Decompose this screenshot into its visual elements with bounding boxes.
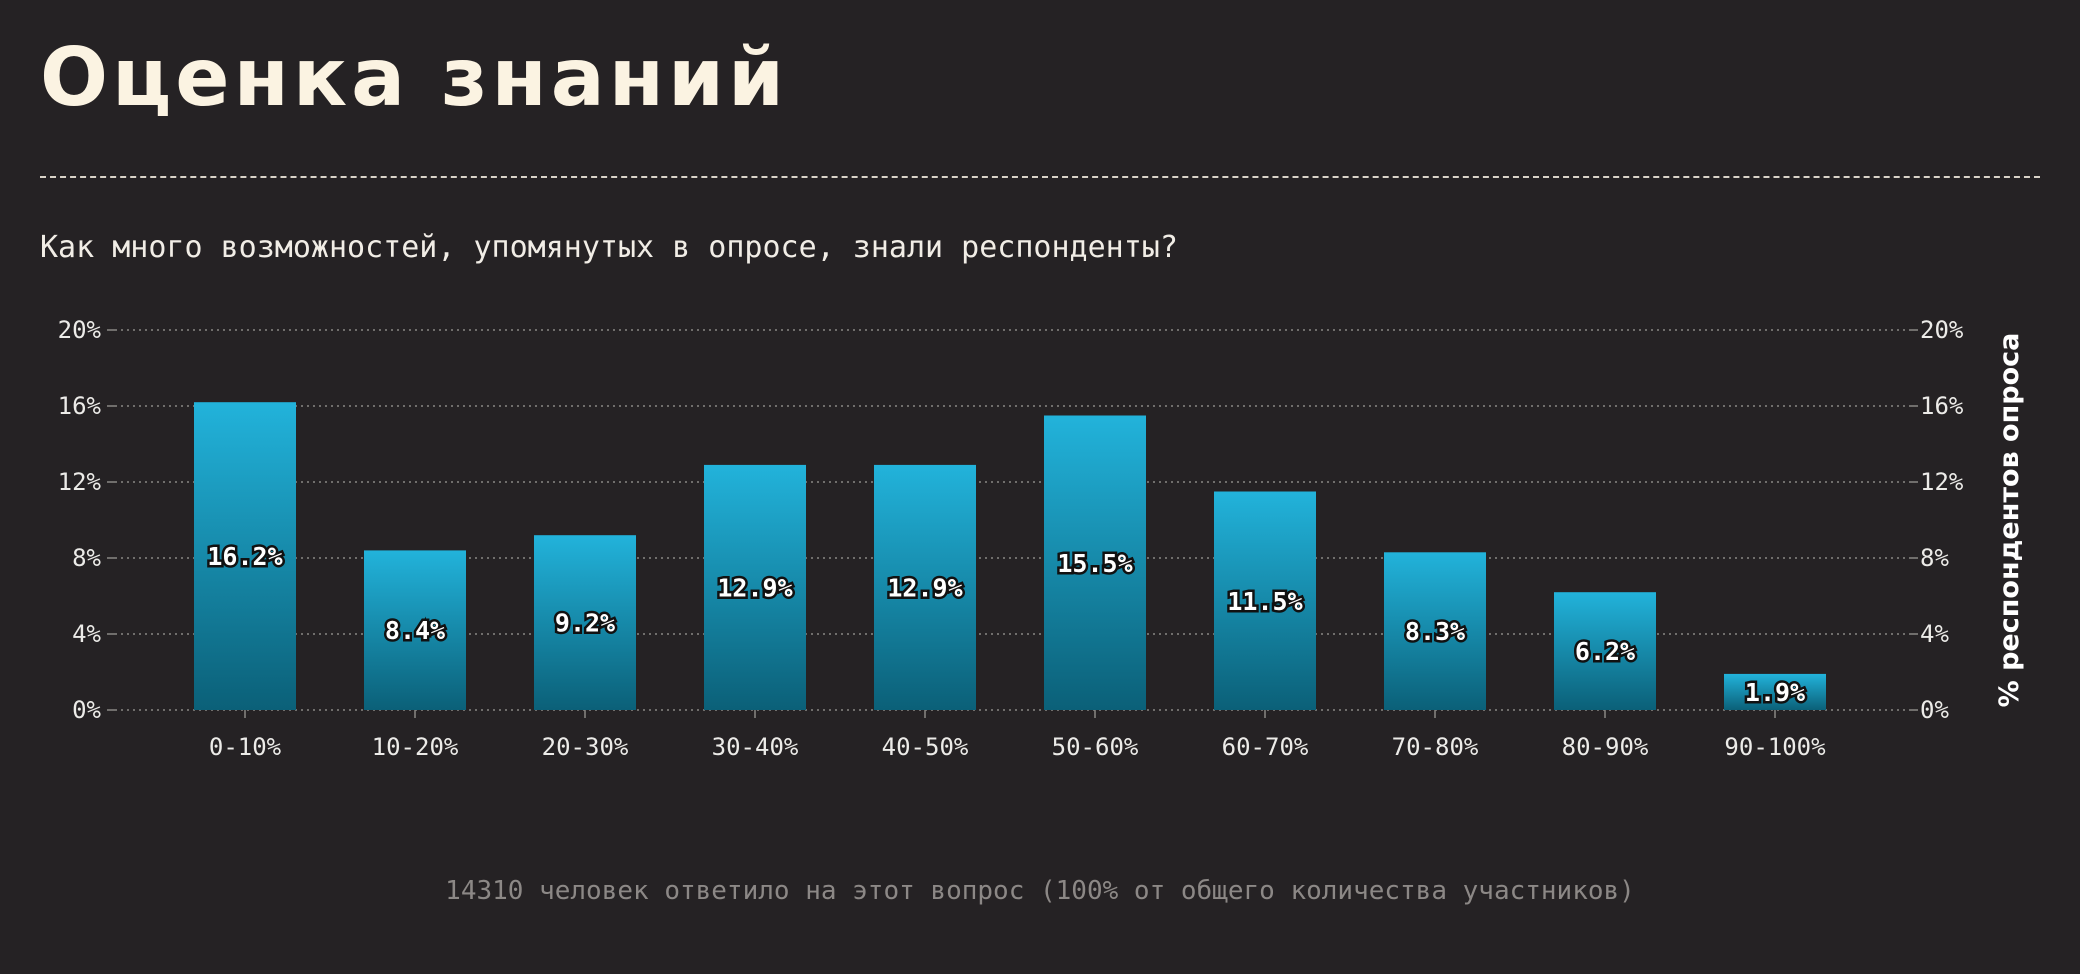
bar — [1384, 552, 1486, 710]
bar — [1554, 592, 1656, 710]
category-label: 10-20% — [372, 733, 459, 761]
bar — [1044, 415, 1146, 710]
axes: 0% 0% 4% 4% 8% 8% 12% 12% 16% 16% 20% 20% 0-10% 10-20… — [58, 316, 1964, 761]
bar — [1214, 491, 1316, 710]
page-title: Оценка знаний — [40, 31, 789, 124]
bar-value-label: 12.9% — [717, 573, 792, 602]
category-label: 80-90% — [1562, 733, 1649, 761]
right-tick-label: 20% — [1920, 316, 1964, 344]
bar — [874, 464, 976, 710]
bar-value-label: 12.9% — [887, 573, 962, 602]
category-label: 20-30% — [542, 733, 629, 761]
right-tick-label: 0% — [1920, 696, 1949, 724]
bar-value-label: 16.2% — [207, 542, 282, 571]
category-label: 60-70% — [1222, 733, 1309, 761]
left-tick-label: 16% — [58, 392, 102, 420]
bars — [194, 402, 1826, 710]
right-tick-label: 12% — [1920, 468, 1964, 496]
right-tick-label: 8% — [1920, 544, 1949, 572]
chart-subtitle: Как много возможностей, упомянутых в опр… — [40, 230, 1178, 265]
bar — [704, 464, 806, 710]
bar-value-label: 11.5% — [1227, 587, 1302, 616]
category-label: 90-100% — [1724, 733, 1826, 761]
title-divider — [40, 176, 2040, 178]
bar — [1724, 673, 1826, 710]
category-label: 0-10% — [209, 733, 282, 761]
respondents-note: 14310 человек ответило на этот вопрос (1… — [445, 876, 1635, 906]
bar-value-label: 8.3% — [1405, 617, 1465, 646]
bar-value-label: 8.4% — [385, 616, 445, 645]
category-label: 50-60% — [1052, 733, 1139, 761]
bar-value-label: 1.9% — [1745, 678, 1805, 707]
bar — [194, 402, 296, 710]
bar-value-label: 15.5% — [1057, 549, 1132, 578]
category-label: 40-50% — [882, 733, 969, 761]
value-labels: 16.2% 8.4% 9.2% 12.9% 12.9% 15.5% 11.5% 8.3% 6.2… — [205, 540, 1808, 710]
bar — [364, 550, 466, 710]
category-label: 70-80% — [1392, 733, 1479, 761]
category-label: 30-40% — [712, 733, 799, 761]
bar-chart: 16.2% 8.4% 9.2% 12.9% 12.9% 15.5% 11.5% 8.3% 6.2… — [58, 316, 2025, 761]
left-tick-label: 4% — [72, 620, 101, 648]
right-tick-label: 16% — [1920, 392, 1964, 420]
left-tick-label: 8% — [72, 544, 101, 572]
bar-value-label: 9.2% — [555, 609, 615, 638]
bar-value-label: 6.2% — [1575, 637, 1635, 666]
right-axis-title: % респондентов опроса — [1994, 333, 2025, 708]
left-tick-label: 20% — [58, 316, 102, 344]
left-tick-label: 0% — [72, 696, 101, 724]
bar — [534, 535, 636, 710]
left-tick-label: 12% — [58, 468, 102, 496]
right-tick-label: 4% — [1920, 620, 1949, 648]
